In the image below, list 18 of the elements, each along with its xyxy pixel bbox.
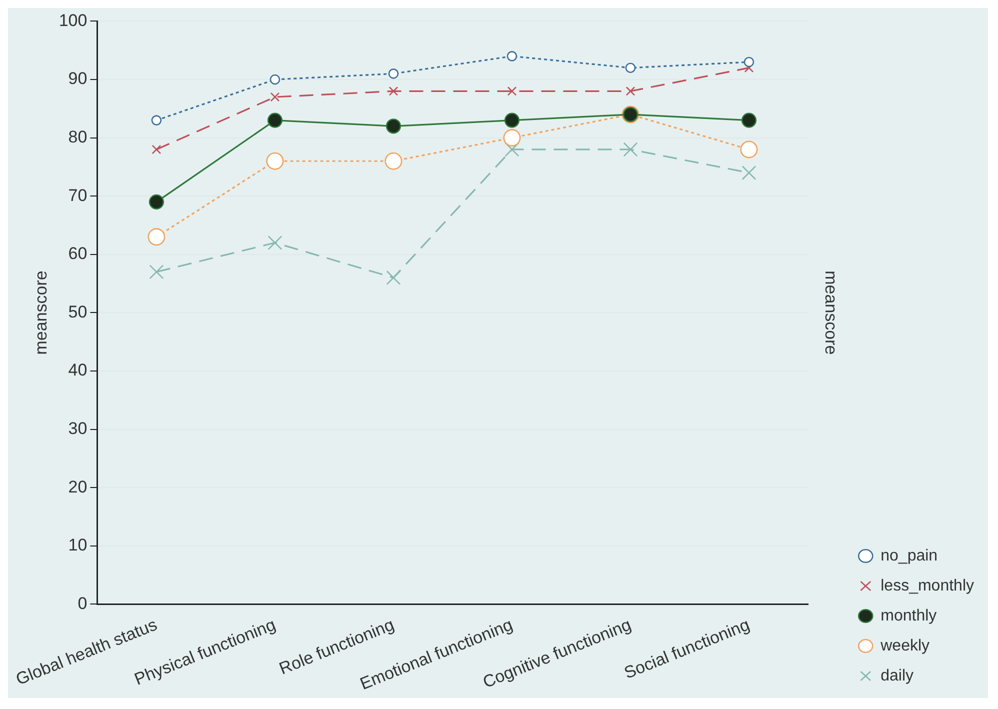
y-tick-label: 90 [68,69,88,88]
y-tick-label: 100 [58,10,88,30]
y-tick-label: 50 [68,302,88,322]
legend-label: weekly [880,637,930,654]
legend-label: less_monthly [880,577,974,594]
y2-axis-title: meanscore [822,270,841,355]
y-tick-label: 10 [68,536,88,555]
y-tick-label: 20 [68,477,88,496]
legend-label: no_pain [880,547,938,564]
legend-label: daily [880,667,914,684]
y-tick-label: 0 [78,594,88,613]
y-tick-label: 80 [68,127,88,146]
y-tick-label: 60 [68,244,88,264]
y-tick-label: 70 [68,186,88,205]
y-axis-title: meanscore [31,270,50,355]
y-tick-label: 30 [68,418,88,438]
legend-label: monthly [880,607,937,624]
y-tick-label: 40 [68,360,88,380]
